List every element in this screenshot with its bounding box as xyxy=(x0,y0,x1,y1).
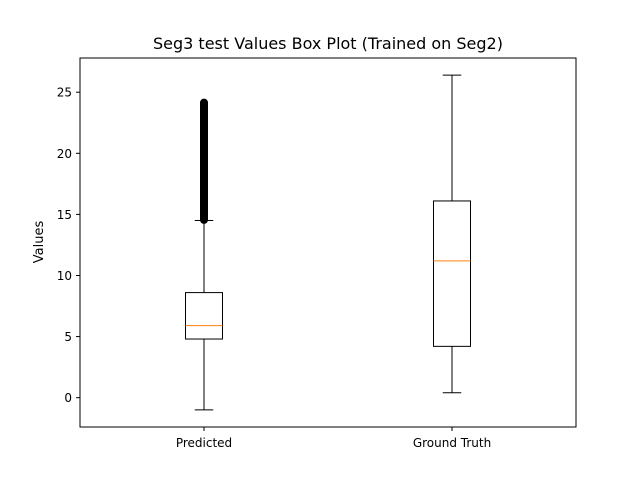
y-tick-label: 20 xyxy=(57,147,72,161)
x-tick-label: Ground Truth xyxy=(413,436,491,450)
iqr-box xyxy=(185,292,223,340)
y-tick-label: 25 xyxy=(57,86,72,100)
outlier-point xyxy=(200,98,208,107)
y-tick-label: 0 xyxy=(64,391,72,405)
x-tick-label: Predicted xyxy=(176,436,232,450)
y-tick-label: 5 xyxy=(64,330,72,344)
y-tick-label: 15 xyxy=(57,208,72,222)
iqr-box xyxy=(433,200,471,347)
y-tick-label: 10 xyxy=(57,269,72,283)
y-axis-label: Values xyxy=(32,221,47,264)
box-group xyxy=(433,74,471,394)
box-group xyxy=(185,98,223,411)
plot-area-frame xyxy=(79,57,577,428)
chart-title: Seg3 test Values Box Plot (Trained on Se… xyxy=(153,34,503,53)
